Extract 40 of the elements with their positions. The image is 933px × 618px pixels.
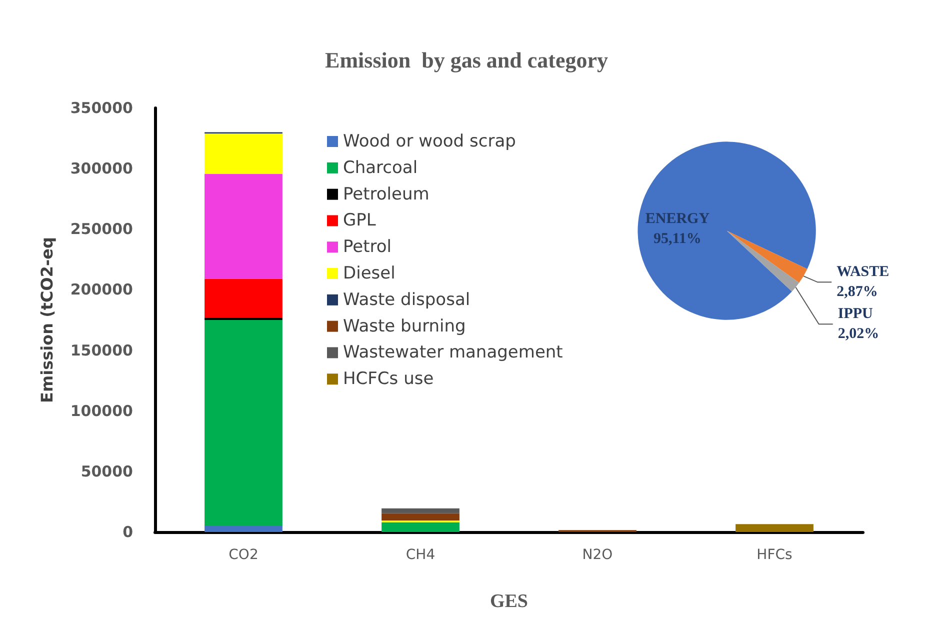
legend-label: Diesel xyxy=(343,264,396,284)
legend-label: Wastewater management xyxy=(343,342,564,363)
bar xyxy=(382,508,460,514)
y-axis-title: Emission (tCO2-eq xyxy=(38,237,56,403)
y-tick-label: 150000 xyxy=(70,341,133,360)
legend-label: Wood or wood scrap xyxy=(343,132,516,152)
legend-label: Charcoal xyxy=(343,158,418,178)
slice-label: IPPU xyxy=(838,306,874,322)
bar xyxy=(736,524,814,532)
y-tick-label: 250000 xyxy=(70,220,133,238)
bar xyxy=(204,133,282,174)
bar xyxy=(382,513,460,520)
legend-label: Petroleum xyxy=(343,184,430,204)
bar xyxy=(382,522,460,532)
bar xyxy=(204,526,282,532)
data-label: 2,02% xyxy=(838,326,880,342)
slice-label: ENERGY xyxy=(645,211,710,228)
x-tick-label: N2O xyxy=(582,547,613,563)
legend-label: HCFCs use xyxy=(343,369,434,390)
bar xyxy=(204,278,282,318)
x-axis-title: GES xyxy=(490,591,528,612)
x-tick-label: HFCs xyxy=(756,547,792,563)
data-label: 2,87% xyxy=(836,284,878,300)
slice-label: WASTE xyxy=(836,264,890,280)
y-tick-label: 200000 xyxy=(70,280,133,299)
legend-label: Waste disposal xyxy=(343,290,470,310)
legend-label: GPL xyxy=(343,210,376,231)
chart-title: Emission by gas and category xyxy=(325,48,608,72)
y-tick-label: 50000 xyxy=(80,462,133,480)
x-tick-label: CO2 xyxy=(228,547,258,563)
bar xyxy=(204,320,282,526)
x-tick-label: CH4 xyxy=(406,547,436,563)
legend-label: Petrol xyxy=(343,237,392,258)
y-tick-label: 100000 xyxy=(70,402,133,420)
y-tick-label: 350000 xyxy=(70,99,133,117)
legend-label: Waste burning xyxy=(343,316,466,336)
bar xyxy=(204,174,282,279)
y-tick-label: 0 xyxy=(122,523,133,541)
y-tick-label: 300000 xyxy=(70,160,133,178)
data-label: 95,11% xyxy=(654,231,702,248)
